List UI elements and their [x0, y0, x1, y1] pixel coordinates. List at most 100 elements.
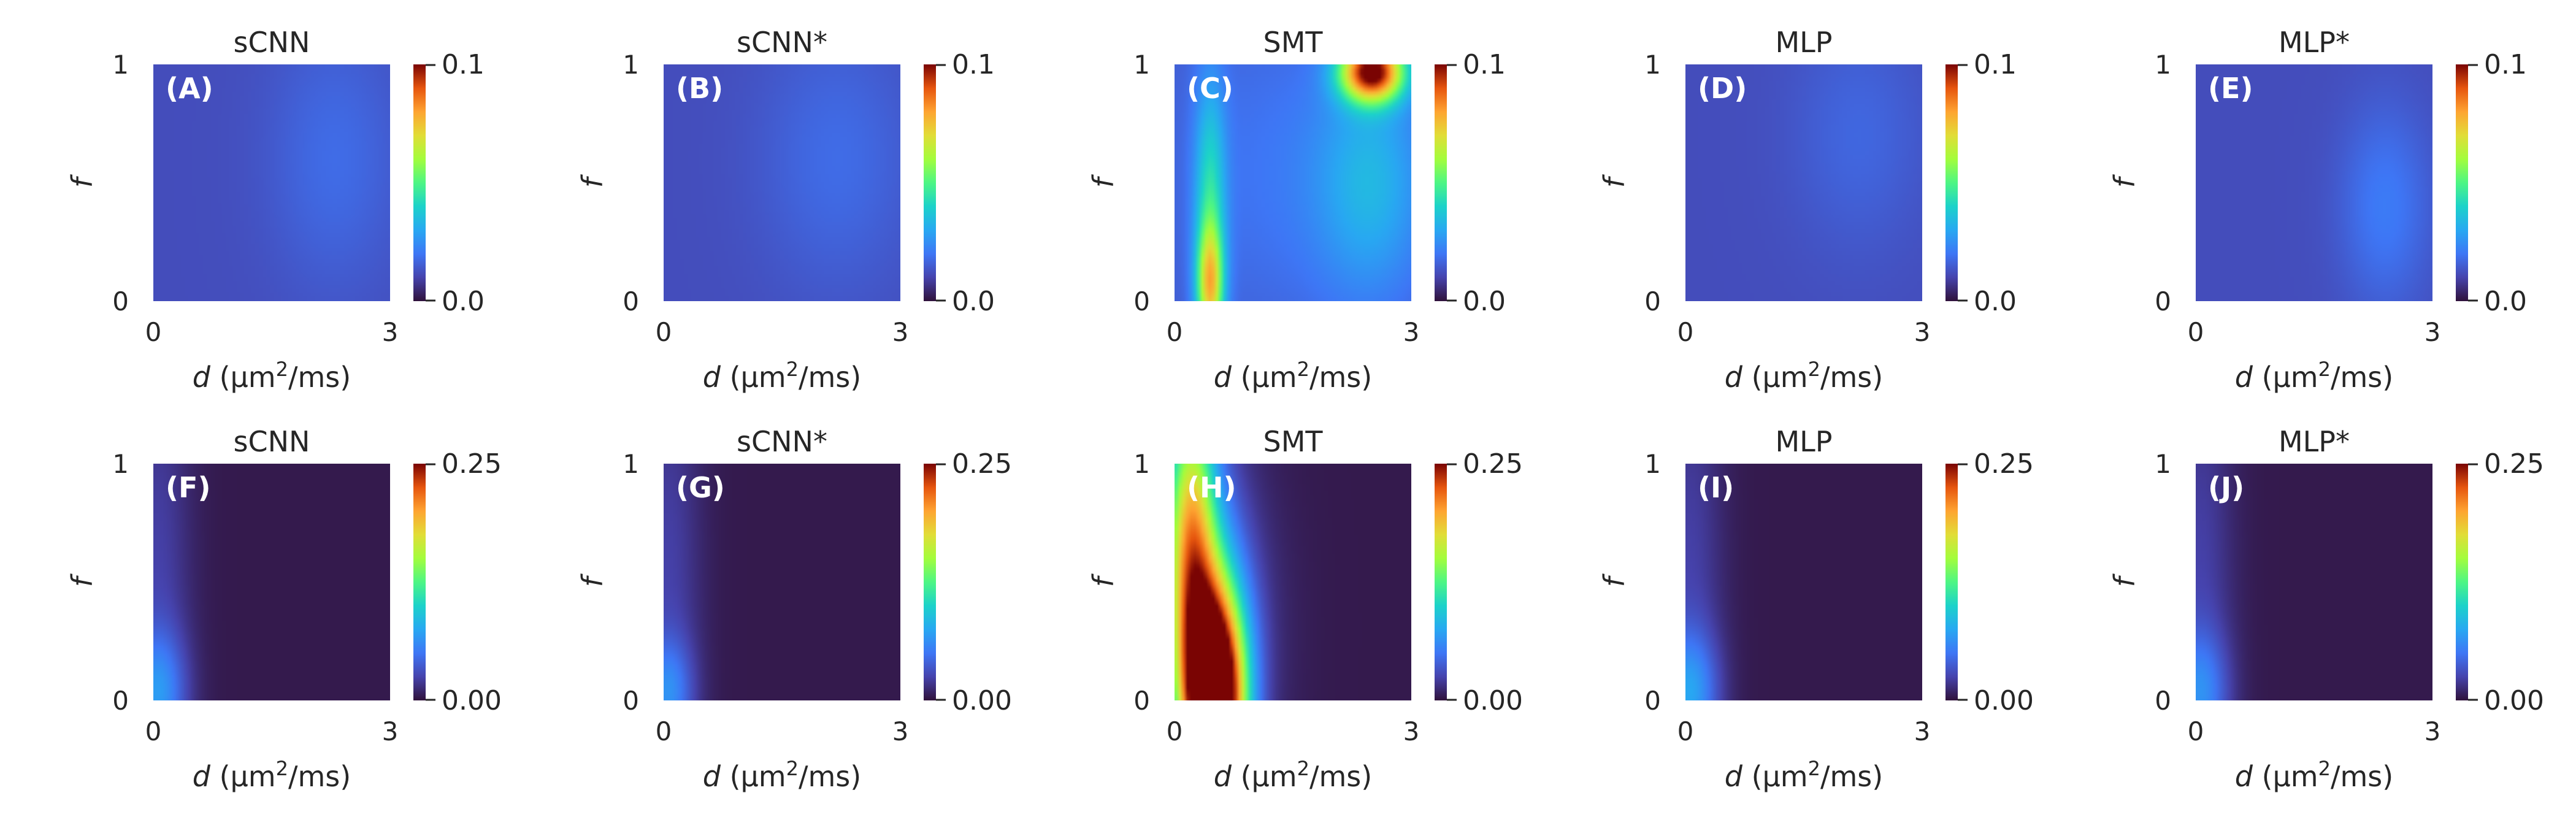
y-tick-bottom-a: 0: [112, 286, 129, 316]
panel-title-b: sCNN*: [737, 26, 827, 59]
x-tick-left-g: 0: [656, 716, 672, 746]
panel-label-a: (A): [166, 72, 213, 105]
x-tick-left-i: 0: [1677, 716, 1694, 746]
x-axis-label-h: d (μm2/ms): [1214, 757, 1372, 793]
colorbar-i: [1945, 464, 1958, 700]
x-tick-right-e: 3: [2425, 317, 2441, 347]
heatmap-scnn-star-g: [664, 464, 900, 700]
heatmap-scnn-star-b: [664, 64, 900, 301]
panel-label-h: (H): [1187, 471, 1236, 504]
y-tick-top-a: 1: [112, 50, 129, 80]
colorbar-label-max-h: 0.25: [1463, 448, 1523, 480]
y-tick-top-h: 1: [1133, 449, 1150, 479]
heatmap-smt-h: [1175, 464, 1411, 700]
y-tick-bottom-f: 0: [112, 686, 129, 716]
heatmap-mlp-star-j: [2196, 464, 2432, 700]
y-tick-top-d: 1: [1644, 50, 1661, 80]
y-tick-bottom-j: 0: [2155, 686, 2171, 716]
y-tick-bottom-b: 0: [623, 286, 639, 316]
colorbar-label-max-e: 0.1: [2484, 49, 2527, 80]
colorbar-a: [413, 64, 426, 301]
x-tick-right-g: 3: [892, 716, 909, 746]
panel-title-j: MLP*: [2279, 425, 2350, 458]
heatmap-mlp-star-e: [2196, 64, 2432, 301]
colorbar-label-min-b: 0.0: [952, 286, 995, 317]
y-tick-top-g: 1: [623, 449, 639, 479]
colorbar-g: [924, 464, 936, 700]
colorbar-label-min-i: 0.00: [1974, 685, 2034, 716]
colorbar-label-max-b: 0.1: [952, 49, 995, 80]
panel-label-g: (G): [676, 471, 725, 504]
y-tick-bottom-i: 0: [1644, 686, 1661, 716]
panel-label-j: (J): [2208, 471, 2244, 504]
y-tick-top-j: 1: [2155, 449, 2171, 479]
y-tick-bottom-e: 0: [2155, 286, 2171, 316]
x-tick-left-j: 0: [2188, 716, 2204, 746]
x-tick-right-a: 3: [382, 317, 399, 347]
x-tick-left-f: 0: [145, 716, 162, 746]
y-tick-bottom-d: 0: [1644, 286, 1661, 316]
y-axis-label-j: f: [2108, 573, 2141, 587]
y-tick-bottom-c: 0: [1133, 286, 1150, 316]
x-axis-label-f: d (μm2/ms): [193, 757, 351, 793]
colorbar-c: [1435, 64, 1447, 301]
colorbar-label-min-e: 0.0: [2484, 286, 2527, 317]
panel-label-f: (F): [166, 471, 210, 504]
x-tick-right-h: 3: [1403, 716, 1420, 746]
colorbar-b: [924, 64, 936, 301]
x-axis-label-i: d (μm2/ms): [1725, 757, 1883, 793]
colorbar-j: [2456, 464, 2468, 700]
colorbar-label-max-f: 0.25: [442, 448, 502, 480]
heatmap-mlp-d: [1685, 64, 1922, 301]
x-axis-label-d: d (μm2/ms): [1725, 358, 1883, 394]
panel-label-e: (E): [2208, 72, 2253, 105]
x-axis-label-b: d (μm2/ms): [703, 358, 861, 394]
x-axis-label-j: d (μm2/ms): [2235, 757, 2393, 793]
y-axis-label-a: f: [66, 174, 99, 188]
y-axis-label-e: f: [2108, 174, 2141, 188]
colorbar-label-min-c: 0.0: [1463, 286, 1506, 317]
colorbar-label-min-j: 0.00: [2484, 685, 2544, 716]
y-tick-top-c: 1: [1133, 50, 1150, 80]
colorbar-d: [1945, 64, 1958, 301]
y-axis-label-b: f: [576, 174, 609, 188]
colorbar-label-min-f: 0.00: [442, 685, 502, 716]
y-axis-label-c: f: [1087, 174, 1120, 188]
y-tick-top-f: 1: [112, 449, 129, 479]
x-axis-label-a: d (μm2/ms): [193, 358, 351, 394]
colorbar-label-min-h: 0.00: [1463, 685, 1523, 716]
x-tick-left-c: 0: [1167, 317, 1183, 347]
y-tick-bottom-g: 0: [623, 686, 639, 716]
colorbar-label-min-g: 0.00: [952, 685, 1012, 716]
x-axis-label-c: d (μm2/ms): [1214, 358, 1372, 394]
heatmap-smt-c: [1175, 64, 1411, 301]
x-tick-right-d: 3: [1914, 317, 1931, 347]
x-tick-left-b: 0: [656, 317, 672, 347]
x-tick-right-f: 3: [382, 716, 399, 746]
panel-label-d: (D): [1698, 72, 1747, 105]
panel-title-d: MLP: [1775, 26, 1832, 59]
x-tick-left-e: 0: [2188, 317, 2204, 347]
colorbar-f: [413, 464, 426, 700]
panel-label-i: (I): [1698, 471, 1734, 504]
y-tick-top-e: 1: [2155, 50, 2171, 80]
y-axis-label-g: f: [576, 573, 609, 587]
panel-label-b: (B): [676, 72, 723, 105]
panel-title-c: SMT: [1263, 26, 1324, 59]
panel-title-f: sCNN: [234, 425, 310, 458]
y-axis-label-i: f: [1598, 573, 1631, 587]
x-axis-label-g: d (μm2/ms): [703, 757, 861, 793]
x-tick-left-h: 0: [1167, 716, 1183, 746]
colorbar-label-max-d: 0.1: [1974, 49, 2017, 80]
y-axis-label-h: f: [1087, 573, 1120, 587]
colorbar-label-min-d: 0.0: [1974, 286, 2017, 317]
panel-title-a: sCNN: [234, 26, 310, 59]
x-tick-right-j: 3: [2425, 716, 2441, 746]
colorbar-h: [1435, 464, 1447, 700]
panel-title-i: MLP: [1775, 425, 1832, 458]
colorbar-label-min-a: 0.0: [442, 286, 485, 317]
panel-label-c: (C): [1187, 72, 1233, 105]
heatmap-scnn-a: [153, 64, 390, 301]
x-tick-left-d: 0: [1677, 317, 1694, 347]
